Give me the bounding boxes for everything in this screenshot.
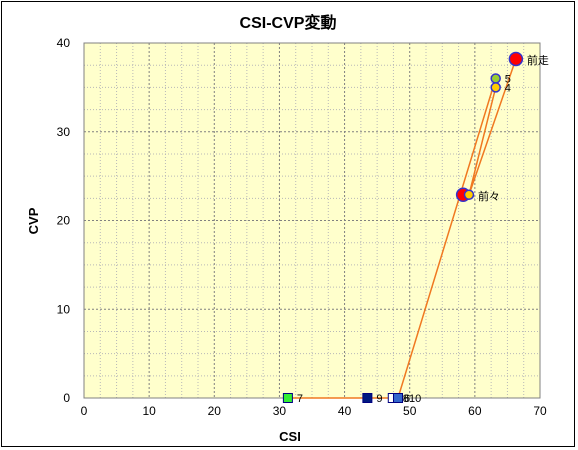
data-point-label: 4	[505, 82, 511, 94]
data-point-marker	[508, 51, 524, 67]
y-tick-label: 20	[57, 214, 71, 228]
data-point-label: 9	[376, 393, 382, 405]
data-point-marker	[490, 82, 501, 93]
y-tick-label: 0	[63, 391, 70, 405]
x-tick-label: 0	[81, 404, 88, 418]
data-markers	[282, 51, 524, 403]
x-tick-label: 40	[338, 404, 352, 418]
y-tick-label: 30	[57, 125, 71, 139]
data-point-label: 10	[409, 393, 421, 405]
data-point-marker	[463, 189, 475, 201]
y-tick-label: 40	[57, 36, 71, 50]
data-point-label: 8	[403, 393, 409, 405]
data-point-label: 5	[505, 74, 511, 86]
x-tick-label: 50	[403, 404, 417, 418]
x-tick-label: 30	[273, 404, 287, 418]
x-tick-label: 20	[208, 404, 222, 418]
grid-lines	[83, 42, 541, 399]
data-point-label: 前走	[527, 53, 549, 67]
data-point-marker	[282, 393, 293, 403]
y-tick-label: 10	[57, 302, 71, 316]
y-axis-label: CVP	[26, 207, 41, 234]
x-axis-label: CSI	[279, 429, 301, 444]
chart-title: CSI-CVP変動	[240, 13, 337, 32]
tick-labels: 0 10 20 30 40 50 60 70 0 10 20 30 40	[57, 36, 547, 418]
data-point-label: 6	[404, 393, 410, 405]
data-point-label: 前々	[478, 189, 500, 203]
data-point-marker	[392, 393, 403, 403]
data-point-marker	[362, 393, 373, 403]
data-point-label: 7	[297, 393, 303, 405]
x-tick-label: 60	[468, 404, 482, 418]
x-tick-label: 70	[533, 404, 547, 418]
data-point-marker	[490, 73, 501, 84]
x-tick-label: 10	[142, 404, 156, 418]
